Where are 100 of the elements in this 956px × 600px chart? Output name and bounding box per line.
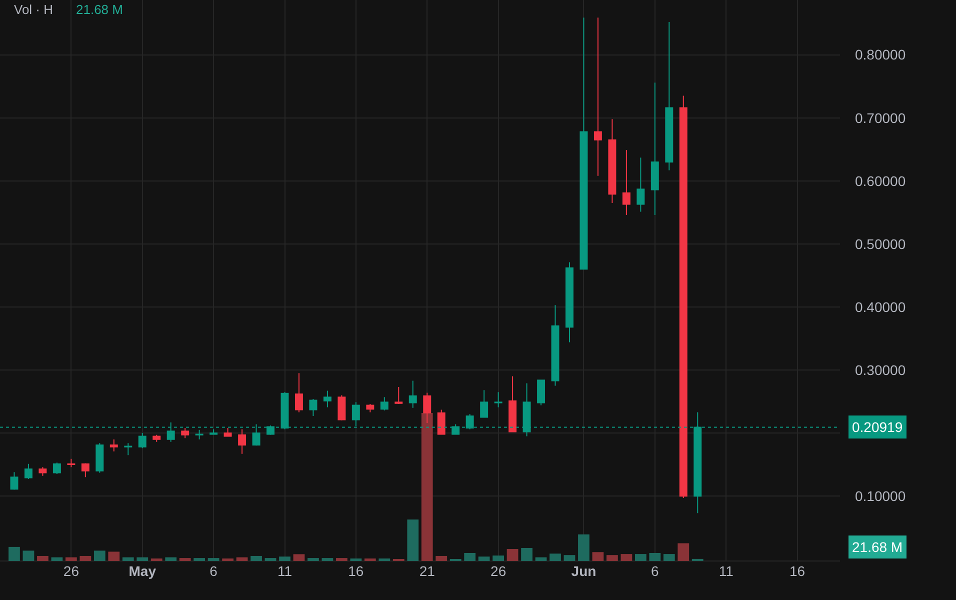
candlestick <box>480 390 488 418</box>
bar <box>94 550 106 561</box>
bar <box>364 558 376 561</box>
bar <box>492 556 504 561</box>
bar <box>22 550 34 561</box>
candlestick <box>622 150 630 216</box>
candlestick <box>551 304 560 386</box>
candlestick <box>636 157 645 212</box>
y-tick-label: 0.60000 <box>855 172 906 189</box>
bar <box>678 543 690 561</box>
x-tick-label: 26 <box>490 563 506 579</box>
bar <box>37 556 48 561</box>
bar <box>592 552 604 561</box>
candlestick <box>380 396 388 411</box>
candlestick <box>508 376 517 432</box>
candlestick <box>96 442 104 474</box>
bar <box>150 558 162 561</box>
bar <box>322 558 334 561</box>
candlestick <box>152 434 161 442</box>
bar <box>564 555 576 561</box>
bar <box>80 556 92 561</box>
candlestick <box>537 380 546 406</box>
bar <box>51 557 63 561</box>
bar <box>293 554 305 561</box>
candlestick <box>24 463 32 480</box>
bar <box>65 557 77 561</box>
bar <box>478 556 490 561</box>
bar <box>606 555 618 561</box>
bar <box>421 413 433 561</box>
candlestick <box>366 404 374 413</box>
candlestick <box>138 432 146 449</box>
y-tick-label: 0.10000 <box>855 488 906 504</box>
candlestick <box>38 466 47 476</box>
bar <box>308 558 319 561</box>
candlestick <box>309 398 318 417</box>
candlestick <box>665 22 674 171</box>
bar <box>550 554 561 561</box>
bar <box>250 556 262 561</box>
bar <box>620 554 632 561</box>
candlestick <box>195 429 204 440</box>
candlestick <box>224 428 232 437</box>
x-tick-label: 6 <box>651 563 660 579</box>
candlestick <box>423 392 432 424</box>
text: 21.68 M <box>852 539 903 555</box>
candlestick <box>294 372 303 413</box>
bar <box>535 557 547 561</box>
bar <box>179 558 191 561</box>
candlestick <box>408 380 417 408</box>
annotation: Vol · H <box>14 2 54 17</box>
bar <box>122 557 134 561</box>
x-tick-label: 21 <box>419 563 436 579</box>
y-tick-label: 0.50000 <box>855 236 906 252</box>
candlestick <box>608 118 616 204</box>
bar <box>663 554 675 561</box>
bar <box>8 546 20 561</box>
y-tick-label: 0.40000 <box>855 298 906 315</box>
y-tick-label: 0.70000 <box>855 110 906 126</box>
candlestick <box>650 82 659 216</box>
bar <box>350 558 362 561</box>
x-tick-label: 6 <box>210 563 218 579</box>
bar <box>506 549 518 561</box>
bar <box>222 558 234 561</box>
bar <box>236 557 248 561</box>
bar <box>436 556 448 561</box>
candlestick <box>566 262 574 343</box>
x-tick-label: May <box>128 563 156 579</box>
bar <box>108 552 120 561</box>
candlestick <box>394 386 403 405</box>
annotation: 21.68 M <box>76 2 123 17</box>
candlestick <box>238 428 246 454</box>
candlestick <box>437 409 446 435</box>
x-tick-label: Jun <box>571 563 596 579</box>
bar <box>464 553 476 561</box>
bar <box>336 558 348 561</box>
x-tick-label: 16 <box>348 563 364 579</box>
x-tick-label: 26 <box>63 563 80 579</box>
bar <box>407 520 419 561</box>
bar <box>521 548 532 561</box>
x-tick-label: 11 <box>718 563 734 579</box>
candlestick <box>81 462 90 478</box>
bar <box>208 558 220 561</box>
bar <box>578 534 590 561</box>
candlestick <box>67 458 76 468</box>
candlestick <box>52 462 61 475</box>
bar <box>165 557 177 561</box>
candlestick <box>679 95 688 498</box>
candlestick <box>124 442 132 456</box>
y-tick-label: 0.30000 <box>855 362 906 378</box>
bar <box>264 558 276 561</box>
bar <box>378 558 390 561</box>
bar <box>634 554 646 561</box>
candlestick <box>10 472 18 490</box>
candlestick <box>110 438 118 452</box>
bar <box>194 558 206 561</box>
candlestick <box>181 428 190 439</box>
x-tick-label: 16 <box>790 563 806 579</box>
candlestick <box>210 428 218 435</box>
bar <box>279 556 290 561</box>
candlestick <box>323 390 332 408</box>
bar <box>649 553 661 561</box>
